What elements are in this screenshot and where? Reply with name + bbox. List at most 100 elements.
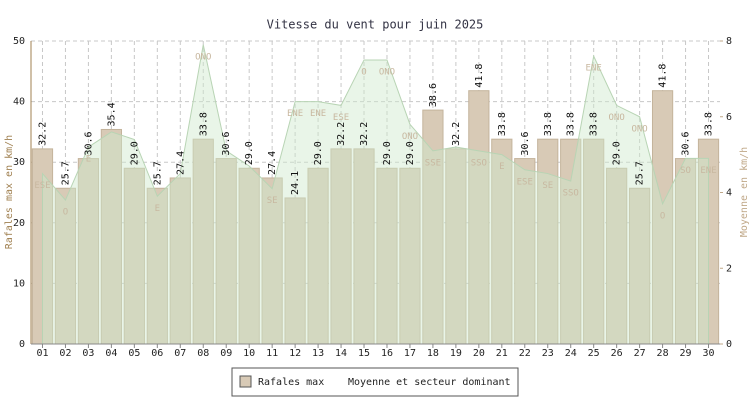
legend-swatch <box>239 375 252 388</box>
sector-label: O <box>63 208 68 218</box>
value-label: 29.0 <box>405 141 416 165</box>
sector-label: O <box>660 211 665 221</box>
sector-label: E <box>499 162 504 172</box>
sector-label: ENE <box>310 109 326 119</box>
value-label: 30.6 <box>520 131 531 155</box>
x-tick-label: 05 <box>128 348 140 359</box>
value-label: 24.1 <box>290 171 301 195</box>
value-label: 25.7 <box>635 161 646 185</box>
x-tick-label: 29 <box>680 348 692 359</box>
y-axis-label: Rafales max en km/h <box>4 135 15 249</box>
y-tick-label: 50 <box>13 36 25 47</box>
x-tick-label: 20 <box>473 348 485 359</box>
x-tick-label: 27 <box>634 348 646 359</box>
value-label: 29.0 <box>244 141 255 165</box>
sector-label: SSO <box>471 158 487 168</box>
x-tick-label: 10 <box>243 348 255 359</box>
value-label: 25.7 <box>60 161 71 185</box>
sector-label: O <box>361 67 366 77</box>
x-tick-label: 15 <box>358 348 370 359</box>
x-tick-label: 25 <box>588 348 600 359</box>
sector-label: ENE <box>586 64 602 74</box>
value-label: 29.0 <box>313 141 324 165</box>
value-label: 29.0 <box>129 141 140 165</box>
x-tick-label: 02 <box>59 348 71 359</box>
sector-label: ONO <box>609 113 625 123</box>
value-label: 32.2 <box>359 122 370 146</box>
x-tick-label: 13 <box>312 348 324 359</box>
x-tick-label: 04 <box>105 348 117 359</box>
value-label: 29.0 <box>382 141 393 165</box>
value-label: 38.6 <box>428 83 439 107</box>
sector-label: SE <box>267 196 278 206</box>
value-label: 30.6 <box>681 131 692 155</box>
y2-tick-label: 6 <box>726 112 732 123</box>
legend-label: Moyenne et secteur dominant <box>348 377 511 388</box>
x-tick-label: 12 <box>289 348 301 359</box>
y-tick-label: 30 <box>13 157 25 168</box>
x-tick-label: 17 <box>404 348 416 359</box>
x-tick-label: 07 <box>174 348 186 359</box>
value-label: 29.0 <box>612 141 623 165</box>
sector-label: ENE <box>700 166 716 176</box>
x-tick-label: 06 <box>151 348 163 359</box>
sector-label: SE <box>542 181 553 191</box>
value-label: 33.8 <box>704 112 715 136</box>
value-label: 41.8 <box>474 64 485 88</box>
value-label: 33.8 <box>589 112 600 136</box>
value-label: 32.2 <box>37 122 48 146</box>
x-tick-label: 16 <box>381 348 393 359</box>
x-tick-label: 18 <box>427 348 439 359</box>
x-tick-label: 28 <box>657 348 669 359</box>
value-label: 33.8 <box>566 112 577 136</box>
sector-label: SO <box>680 166 691 176</box>
sector-label: ONO <box>379 67 395 77</box>
sector-label: ONO <box>195 52 211 62</box>
x-tick-label: 14 <box>335 348 347 359</box>
sector-label: ESE <box>517 177 533 187</box>
sector-label: E <box>86 155 91 165</box>
value-label: 41.8 <box>658 64 669 88</box>
sector-label: ESE <box>333 113 349 123</box>
legend-box <box>231 367 519 397</box>
x-tick-label: 24 <box>565 348 577 359</box>
x-tick-label: 11 <box>266 348 278 359</box>
value-label: 32.2 <box>451 122 462 146</box>
value-label: 27.4 <box>175 151 186 175</box>
x-tick-label: 21 <box>496 348 508 359</box>
x-tick-label: 30 <box>702 348 714 359</box>
value-label: 30.6 <box>83 131 94 155</box>
sector-label: ESE <box>34 181 50 191</box>
value-label: 33.8 <box>497 112 508 136</box>
sector-label: SSE <box>425 158 441 168</box>
x-tick-label: 19 <box>450 348 462 359</box>
sector-label: ONO <box>402 132 418 142</box>
y2-tick-label: 2 <box>726 263 732 274</box>
average-area <box>41 44 710 345</box>
sector-label: ONO <box>631 124 647 134</box>
value-label: 33.8 <box>543 112 554 136</box>
x-tick-label: 08 <box>197 348 209 359</box>
y-tick-label: 20 <box>13 218 25 229</box>
sector-label: E <box>155 204 160 214</box>
y2-tick-label: 0 <box>726 339 732 350</box>
value-label: 30.6 <box>221 131 232 155</box>
chart-title: Vitesse du vent pour juin 2025 <box>267 18 484 32</box>
sector-label: ENE <box>287 109 303 119</box>
x-tick-label: 01 <box>36 348 48 359</box>
y-tick-label: 40 <box>13 97 25 108</box>
y2-tick-label: 8 <box>726 36 732 47</box>
value-label: 33.8 <box>198 112 209 136</box>
value-label: 25.7 <box>152 161 163 185</box>
x-tick-label: 23 <box>542 348 554 359</box>
y2-tick-label: 4 <box>726 188 732 199</box>
value-label: 27.4 <box>267 151 278 175</box>
y-tick-label: 0 <box>19 339 25 350</box>
value-label: 32.2 <box>336 122 347 146</box>
x-tick-label: 03 <box>82 348 94 359</box>
value-label: 35.4 <box>106 102 117 126</box>
x-tick-label: 22 <box>519 348 531 359</box>
x-tick-label: 09 <box>220 348 232 359</box>
sector-label: SSO <box>563 189 579 199</box>
